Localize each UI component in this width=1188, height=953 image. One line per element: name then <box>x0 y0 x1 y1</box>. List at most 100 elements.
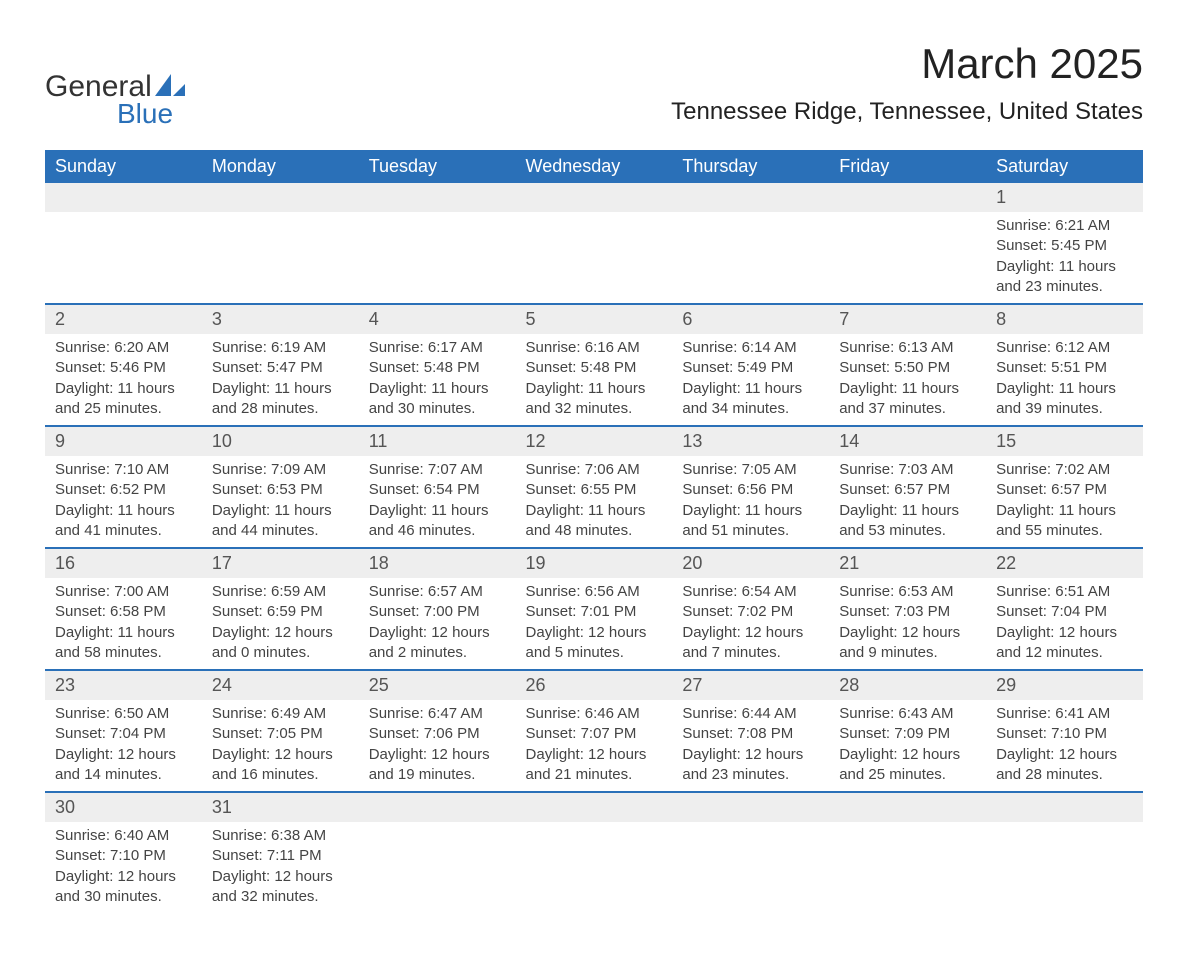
day-details: Sunrise: 6:41 AMSunset: 7:10 PMDaylight:… <box>986 700 1143 791</box>
calendar-week-row: 9Sunrise: 7:10 AMSunset: 6:52 PMDaylight… <box>45 426 1143 548</box>
day-sunrise: Sunrise: 6:44 AM <box>682 704 819 724</box>
day-sunset: Sunset: 6:56 PM <box>682 480 819 500</box>
day-sunset: Sunset: 6:53 PM <box>212 480 349 500</box>
calendar-cell: 28Sunrise: 6:43 AMSunset: 7:09 PMDayligh… <box>829 670 986 792</box>
weekday-header: Friday <box>829 150 986 183</box>
day-d1: Daylight: 11 hours <box>839 501 976 521</box>
day-d2: and 5 minutes. <box>526 643 663 663</box>
day-details: Sunrise: 6:20 AMSunset: 5:46 PMDaylight:… <box>45 334 202 425</box>
day-number: 10 <box>202 427 359 456</box>
weekday-header-row: SundayMondayTuesdayWednesdayThursdayFrid… <box>45 150 1143 183</box>
weekday-header: Saturday <box>986 150 1143 183</box>
day-d2: and 12 minutes. <box>996 643 1133 663</box>
calendar-week-row: 16Sunrise: 7:00 AMSunset: 6:58 PMDayligh… <box>45 548 1143 670</box>
day-d1: Daylight: 11 hours <box>682 379 819 399</box>
day-sunset: Sunset: 5:48 PM <box>369 358 506 378</box>
calendar-cell: 5Sunrise: 6:16 AMSunset: 5:48 PMDaylight… <box>516 304 673 426</box>
day-sunrise: Sunrise: 6:41 AM <box>996 704 1133 724</box>
day-sunrise: Sunrise: 7:10 AM <box>55 460 192 480</box>
day-sunset: Sunset: 7:10 PM <box>996 724 1133 744</box>
calendar-cell <box>45 183 202 304</box>
logo: General Blue <box>45 70 185 130</box>
day-sunrise: Sunrise: 6:17 AM <box>369 338 506 358</box>
calendar-week-row: 30Sunrise: 6:40 AMSunset: 7:10 PMDayligh… <box>45 792 1143 913</box>
day-sunrise: Sunrise: 6:51 AM <box>996 582 1133 602</box>
day-details: Sunrise: 7:09 AMSunset: 6:53 PMDaylight:… <box>202 456 359 547</box>
day-d1: Daylight: 12 hours <box>682 745 819 765</box>
day-sunrise: Sunrise: 6:40 AM <box>55 826 192 846</box>
day-sunset: Sunset: 6:59 PM <box>212 602 349 622</box>
day-sunset: Sunset: 7:02 PM <box>682 602 819 622</box>
day-details: Sunrise: 7:07 AMSunset: 6:54 PMDaylight:… <box>359 456 516 547</box>
day-d1: Daylight: 11 hours <box>55 379 192 399</box>
day-d2: and 16 minutes. <box>212 765 349 785</box>
calendar-cell: 4Sunrise: 6:17 AMSunset: 5:48 PMDaylight… <box>359 304 516 426</box>
day-number <box>359 183 516 212</box>
calendar-cell <box>829 792 986 913</box>
day-d1: Daylight: 11 hours <box>839 379 976 399</box>
day-sunrise: Sunrise: 6:16 AM <box>526 338 663 358</box>
day-number: 3 <box>202 305 359 334</box>
day-d2: and 25 minutes. <box>55 399 192 419</box>
day-sunrise: Sunrise: 7:09 AM <box>212 460 349 480</box>
day-sunrise: Sunrise: 6:47 AM <box>369 704 506 724</box>
logo-sail-icon <box>155 74 185 101</box>
day-sunrise: Sunrise: 6:50 AM <box>55 704 192 724</box>
day-sunrise: Sunrise: 6:14 AM <box>682 338 819 358</box>
day-sunrise: Sunrise: 6:38 AM <box>212 826 349 846</box>
calendar-cell: 14Sunrise: 7:03 AMSunset: 6:57 PMDayligh… <box>829 426 986 548</box>
day-number <box>202 183 359 212</box>
day-sunset: Sunset: 7:06 PM <box>369 724 506 744</box>
day-d1: Daylight: 12 hours <box>369 745 506 765</box>
calendar-table: SundayMondayTuesdayWednesdayThursdayFrid… <box>45 150 1143 913</box>
calendar-cell: 17Sunrise: 6:59 AMSunset: 6:59 PMDayligh… <box>202 548 359 670</box>
day-d2: and 7 minutes. <box>682 643 819 663</box>
calendar-cell <box>202 183 359 304</box>
day-details: Sunrise: 7:05 AMSunset: 6:56 PMDaylight:… <box>672 456 829 547</box>
calendar-cell: 29Sunrise: 6:41 AMSunset: 7:10 PMDayligh… <box>986 670 1143 792</box>
calendar-cell: 18Sunrise: 6:57 AMSunset: 7:00 PMDayligh… <box>359 548 516 670</box>
calendar-cell: 12Sunrise: 7:06 AMSunset: 6:55 PMDayligh… <box>516 426 673 548</box>
day-number: 16 <box>45 549 202 578</box>
calendar-cell: 2Sunrise: 6:20 AMSunset: 5:46 PMDaylight… <box>45 304 202 426</box>
day-d2: and 28 minutes. <box>212 399 349 419</box>
day-number: 15 <box>986 427 1143 456</box>
day-number <box>829 183 986 212</box>
logo-blue-text: Blue <box>117 98 185 130</box>
day-details: Sunrise: 6:47 AMSunset: 7:06 PMDaylight:… <box>359 700 516 791</box>
day-sunset: Sunset: 7:11 PM <box>212 846 349 866</box>
day-number: 23 <box>45 671 202 700</box>
day-number <box>516 793 673 822</box>
day-sunrise: Sunrise: 6:12 AM <box>996 338 1133 358</box>
day-sunrise: Sunrise: 6:21 AM <box>996 216 1133 236</box>
day-d1: Daylight: 12 hours <box>55 745 192 765</box>
day-d1: Daylight: 12 hours <box>996 623 1133 643</box>
day-d1: Daylight: 11 hours <box>682 501 819 521</box>
day-d2: and 21 minutes. <box>526 765 663 785</box>
header: General Blue March 2025 Tennessee Ridge,… <box>45 40 1143 130</box>
day-d1: Daylight: 11 hours <box>526 379 663 399</box>
day-number <box>672 183 829 212</box>
calendar-cell: 7Sunrise: 6:13 AMSunset: 5:50 PMDaylight… <box>829 304 986 426</box>
day-d1: Daylight: 11 hours <box>369 379 506 399</box>
calendar-cell: 26Sunrise: 6:46 AMSunset: 7:07 PMDayligh… <box>516 670 673 792</box>
day-number: 24 <box>202 671 359 700</box>
weekday-header: Thursday <box>672 150 829 183</box>
day-d2: and 41 minutes. <box>55 521 192 541</box>
day-sunset: Sunset: 7:07 PM <box>526 724 663 744</box>
day-details: Sunrise: 6:59 AMSunset: 6:59 PMDaylight:… <box>202 578 359 669</box>
day-d2: and 30 minutes. <box>55 887 192 907</box>
day-sunset: Sunset: 7:10 PM <box>55 846 192 866</box>
day-sunset: Sunset: 5:45 PM <box>996 236 1133 256</box>
day-d2: and 23 minutes. <box>996 277 1133 297</box>
day-sunset: Sunset: 6:57 PM <box>839 480 976 500</box>
day-details: Sunrise: 6:38 AMSunset: 7:11 PMDaylight:… <box>202 822 359 913</box>
day-d1: Daylight: 11 hours <box>55 501 192 521</box>
day-sunset: Sunset: 5:47 PM <box>212 358 349 378</box>
day-number: 20 <box>672 549 829 578</box>
day-number: 22 <box>986 549 1143 578</box>
day-sunset: Sunset: 5:49 PM <box>682 358 819 378</box>
day-d1: Daylight: 11 hours <box>996 379 1133 399</box>
calendar-cell <box>516 183 673 304</box>
location-text: Tennessee Ridge, Tennessee, United State… <box>671 98 1143 126</box>
